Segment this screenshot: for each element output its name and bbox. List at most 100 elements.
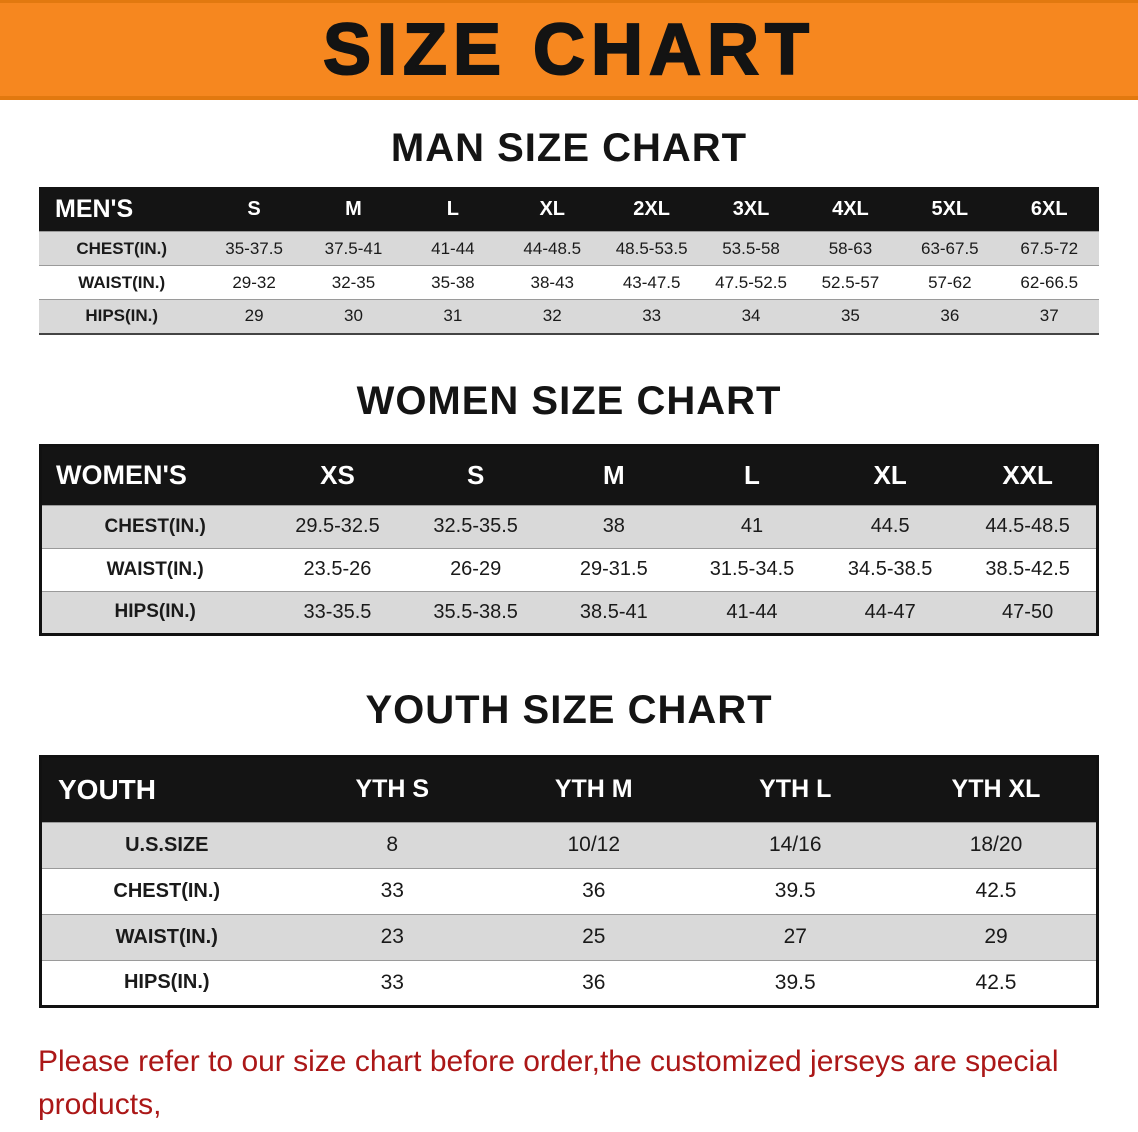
value-cell: 32-35: [331, 272, 376, 292]
value-cell: 30: [344, 306, 363, 326]
row-label-cell: HIPS(IN.): [123, 971, 210, 993]
table-row: HIPS(IN.) 29 30 31 32 33 34 35 36 37: [39, 299, 1099, 334]
youth-size-section: YOUTH SIZE CHART YOUTH YTH S YTH M YTH L YTH…: [0, 688, 1138, 1008]
size-header-cell: 5XL: [900, 187, 1000, 232]
table-title-cell: MEN'S: [39, 187, 205, 232]
value-cell: 14/16: [768, 833, 822, 856]
value-cell: 32.5-35.5: [433, 515, 518, 537]
men-size-section: MAN SIZE CHART MEN'S S M L XL 2XL 3XL 4XL 5XL 6XL…: [0, 126, 1138, 335]
value-cell: 29-32: [232, 272, 276, 292]
row-label-cell: U.S.SIZE: [125, 833, 209, 856]
size-header-cell: S: [406, 445, 545, 505]
size-header-cell: YTH L: [694, 756, 896, 822]
size-header-cell: YTH S: [291, 756, 494, 822]
value-cell: 36: [940, 306, 960, 326]
size-header-cell: 6XL: [999, 187, 1099, 232]
value-cell: 44.5-48.5: [985, 515, 1070, 537]
size-header-cell: XS: [268, 445, 407, 505]
table-row: WAIST(IN.) 23 25 27 29: [40, 914, 1098, 960]
value-cell: 36: [582, 970, 606, 994]
size-header-cell: 3XL: [701, 187, 801, 232]
value-cell: 52.5-57: [821, 272, 880, 292]
value-cell: 29: [244, 306, 264, 326]
table-row: CHEST(IN.) 33 36 39.5 42.5: [40, 868, 1098, 914]
size-header-cell: 4XL: [800, 187, 901, 232]
value-cell: 29: [984, 925, 1008, 948]
table-row: WAIST(IN.) 23.5-26 26-29 29-31.5 31.5-34.5 34…: [40, 548, 1098, 591]
value-cell: 38-43: [530, 272, 574, 292]
mens-size-table: MEN'S S M L XL 2XL 3XL 4XL 5XL 6XL CHEST(IN.) 35-37…: [39, 187, 1099, 335]
table-header-row: WOMEN'S XS S M L XL XXL: [40, 445, 1098, 505]
value-cell: 57-62: [928, 272, 972, 292]
banner: SIZE CHART: [0, 0, 1138, 100]
value-cell: 33: [380, 970, 404, 994]
value-cell: 35-38: [431, 272, 475, 292]
value-cell: 25: [582, 925, 606, 948]
value-cell: 31.5-34.5: [709, 558, 795, 580]
value-cell: 58-63: [828, 238, 873, 258]
row-label-cell: CHEST(IN.): [104, 515, 206, 537]
row-label-cell: CHEST(IN.): [113, 879, 221, 902]
value-cell: 35-37.5: [225, 238, 283, 258]
value-cell: 10/12: [567, 833, 621, 856]
value-cell: 44-47: [864, 600, 916, 623]
value-cell: 41-44: [431, 238, 475, 258]
table-row: WAIST(IN.) 29-32 32-35 35-38 38-43 43-47.5 47.…: [39, 265, 1099, 300]
table-row: CHEST(IN.) 35-37.5 37.5-41 41-44 44-48.5 48.5…: [39, 231, 1099, 266]
size-header-cell: XXL: [959, 445, 1098, 505]
value-cell: 43-47.5: [622, 272, 681, 292]
value-cell: 48.5-53.5: [615, 238, 688, 258]
value-cell: 18/20: [969, 833, 1023, 856]
table-title-cell: WOMEN'S: [40, 445, 269, 505]
women-section-heading: WOMEN SIZE CHART: [356, 378, 782, 423]
row-label-cell: CHEST(IN.): [76, 238, 168, 258]
size-header-cell: L: [403, 187, 503, 232]
value-cell: 62-66.5: [1020, 272, 1079, 292]
value-cell: 67.5-72: [1020, 238, 1079, 258]
value-cell: 31: [443, 306, 463, 326]
value-cell: 47-50: [1002, 600, 1054, 623]
value-cell: 47.5-52.5: [715, 272, 787, 292]
value-cell: 23.5-26: [303, 558, 372, 580]
size-header-cell: M: [303, 187, 404, 232]
value-cell: 36: [582, 879, 606, 902]
row-label-cell: WAIST(IN.): [115, 925, 218, 948]
size-header-cell: L: [682, 445, 822, 505]
value-cell: 35: [840, 306, 860, 326]
value-cell: 42.5: [975, 970, 1017, 994]
row-label-cell: HIPS(IN.): [85, 306, 159, 326]
value-cell: 41: [740, 515, 764, 537]
value-cell: 41-44: [726, 600, 778, 623]
value-cell: 29.5-32.5: [295, 515, 380, 537]
value-cell: 33: [380, 879, 404, 902]
disclaimer-line-1: Please refer to our size chart before or…: [38, 1044, 1059, 1122]
page-title: SIZE CHART: [322, 9, 815, 91]
table-row: U.S.SIZE 8 10/12 14/16 18/20: [40, 822, 1098, 868]
table-row: CHEST(IN.) 29.5-32.5 32.5-35.5 38 41 44.5 44.5…: [40, 505, 1098, 548]
value-cell: 29-31.5: [579, 558, 648, 580]
value-cell: 38: [602, 515, 625, 537]
youth-size-table: YOUTH YTH S YTH M YTH L YTH XL U.S.SIZE 8 10/12…: [39, 754, 1099, 1008]
row-label-cell: WAIST(IN.): [106, 558, 204, 580]
value-cell: 39.5: [774, 970, 816, 994]
size-header-cell: XL: [502, 187, 602, 232]
value-cell: 38.5-41: [579, 600, 648, 623]
value-cell: 8: [386, 833, 399, 856]
table-row: HIPS(IN.) 33 36 39.5 42.5: [40, 960, 1098, 1006]
row-label-cell: HIPS(IN.): [114, 601, 196, 622]
value-cell: 34.5-38.5: [847, 558, 933, 580]
value-cell: 38.5-42.5: [985, 558, 1070, 580]
value-cell: 63-67.5: [920, 238, 979, 258]
women-size-section: WOMEN SIZE CHART WOMEN'S XS S M L XL XXL CHEST(…: [0, 379, 1138, 636]
size-header-cell: YTH XL: [895, 756, 1098, 822]
womens-size-table: WOMEN'S XS S M L XL XXL CHEST(IN.) 29.5-32.5 32.5…: [39, 443, 1099, 636]
value-cell: 42.5: [975, 879, 1017, 902]
value-cell: 39.5: [774, 879, 816, 902]
size-header-cell: 2XL: [601, 187, 702, 232]
value-cell: 44.5: [870, 515, 910, 537]
youth-section-heading: YOUTH SIZE CHART: [365, 687, 773, 732]
size-header-cell: YTH M: [493, 756, 695, 822]
value-cell: 33: [642, 306, 662, 326]
men-section-heading: MAN SIZE CHART: [390, 126, 748, 170]
